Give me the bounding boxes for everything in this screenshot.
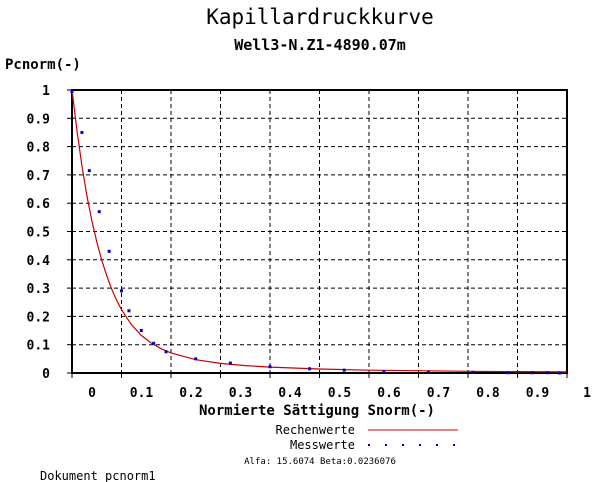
x-tick-label: 0.3	[229, 386, 252, 401]
data-point-messwerte	[152, 341, 156, 345]
data-point-messwerte	[164, 350, 168, 354]
y-tick-label: 0.1	[27, 339, 51, 354]
data-point-messwerte	[120, 289, 123, 293]
y-tick-label: 0.3	[27, 282, 50, 297]
data-point-messwerte	[194, 357, 198, 361]
series-line-rechenwerte	[71, 89, 568, 373]
chart-subtitle: Well3-N.Z1-4890.07m	[234, 36, 406, 54]
data-point-messwerte	[382, 370, 386, 374]
x-tick-label: 0.9	[526, 386, 549, 401]
legend-dot	[436, 444, 438, 446]
footer-document-name: Dokument pcnorm1	[40, 469, 156, 482]
y-tick-label: 0.8	[27, 141, 51, 156]
data-point-messwerte	[530, 371, 534, 375]
data-point-messwerte	[342, 368, 346, 372]
x-axis-label: Normierte Sättigung Snorm(-)	[199, 403, 435, 419]
y-axis-label: Pcnorm(-)	[5, 57, 81, 73]
y-tick-label: 0.5	[27, 226, 50, 241]
y-tick-label: 0.9	[27, 112, 50, 127]
data-point-messwerte	[228, 361, 232, 365]
x-tick-label: 0	[88, 386, 96, 401]
legend-dot	[368, 444, 370, 446]
y-tick-label: 0.2	[27, 310, 50, 325]
y-tick-label: 0.4	[27, 254, 51, 269]
legend-dot	[419, 444, 421, 446]
legend-dot	[402, 444, 404, 446]
data-point-messwerte	[268, 365, 272, 369]
data-point-messwerte	[471, 370, 475, 374]
y-tick-label: 0.6	[27, 197, 51, 212]
y-tick-label: 1	[42, 84, 50, 99]
series-layer	[70, 89, 568, 375]
y-tick-labels: 0 0.1 0.2 0.3 0.4 0.5 0.6 0.7 0.8 0.9 1	[27, 84, 72, 382]
x-tick-label: 0.2	[179, 386, 202, 401]
x-tick-label: 0.8	[476, 386, 500, 401]
data-point-messwerte	[426, 370, 430, 374]
legend-dot	[453, 444, 455, 446]
x-tick-labels: 0 0.1 0.2 0.3 0.4 0.5 0.6 0.7 0.8 0.9 1	[71, 373, 591, 401]
data-point-messwerte	[139, 329, 143, 333]
data-point-messwerte	[545, 371, 549, 375]
data-point-messwerte	[107, 249, 111, 253]
legend-dot	[385, 444, 387, 446]
data-point-messwerte	[308, 367, 312, 371]
data-point-messwerte	[558, 371, 562, 375]
data-point-messwerte	[506, 371, 510, 375]
x-tick-label: 1	[583, 386, 591, 401]
fit-parameters-text: Alfa: 15.6074 Beta:0.0236076	[244, 457, 396, 467]
grid-lines	[72, 90, 567, 373]
data-point-messwerte	[97, 210, 101, 214]
data-point-messwerte	[127, 309, 131, 313]
x-tick-label: 0.7	[427, 386, 450, 401]
data-point-messwerte	[80, 130, 84, 134]
y-tick-label: 0	[42, 367, 50, 382]
x-tick-label: 0.1	[130, 386, 154, 401]
x-tick-label: 0.6	[377, 386, 401, 401]
chart-title: Kapillardruckkurve	[206, 5, 434, 29]
x-tick-label: 0.5	[328, 386, 351, 401]
data-point-messwerte	[87, 169, 91, 173]
x-tick-label: 0.4	[278, 386, 302, 401]
legend-label-messwerte: Messwerte	[290, 438, 355, 452]
legend-label-rechenwerte: Rechenwerte	[276, 423, 355, 437]
y-tick-label: 0.7	[27, 169, 50, 184]
legend-swatch-messwerte	[368, 444, 455, 446]
data-point-messwerte	[70, 89, 74, 93]
